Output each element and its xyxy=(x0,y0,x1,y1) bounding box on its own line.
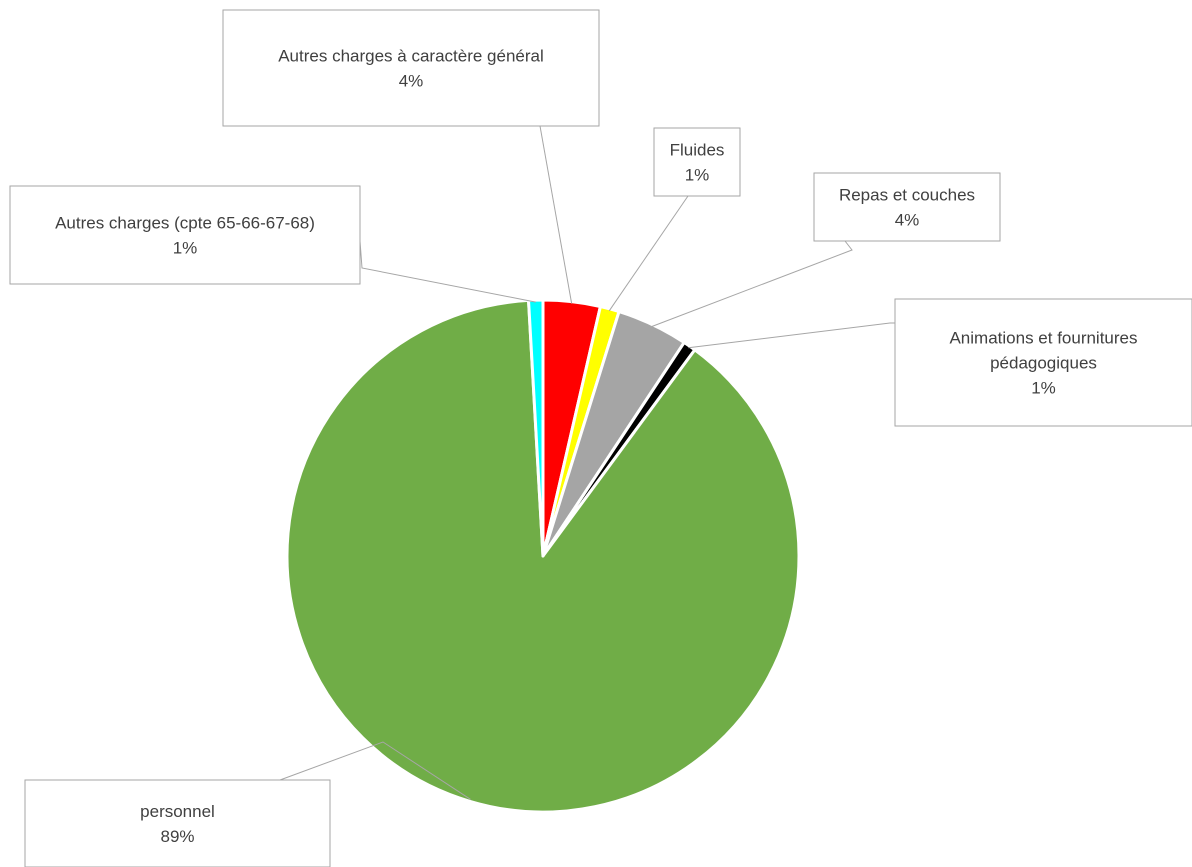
pie-slices xyxy=(285,298,801,814)
leader-line-repas-et-couches xyxy=(651,240,853,327)
leader-line-animations-et-fournitures-pedagogiques xyxy=(688,322,895,349)
data-label-name: Autres charges (cpte 65-66-67-68) xyxy=(55,214,315,233)
data-label-box xyxy=(653,127,741,197)
data-label-name: pédagogiques xyxy=(990,354,1097,373)
leader-line-autres-charges-a-caractere-general xyxy=(539,125,573,304)
data-label-name: Repas et couches xyxy=(839,186,975,205)
leader-lines xyxy=(279,125,895,800)
data-label-name: Fluides xyxy=(670,141,725,160)
leader-line-fluides xyxy=(608,195,689,312)
data-label-fluides: Fluides 1% xyxy=(653,127,741,197)
data-label-box xyxy=(894,298,1192,427)
data-label-percent: 89% xyxy=(160,827,194,846)
data-label-box xyxy=(24,779,331,867)
data-labels: Autres charges à caractère général 4% Flui… xyxy=(9,9,1192,867)
data-label-box xyxy=(222,9,600,127)
data-label-name: personnel xyxy=(140,802,215,821)
data-label-percent: 1% xyxy=(685,166,710,185)
data-label-autres-charges-a-caractere-general: Autres charges à caractère général 4% xyxy=(222,9,600,127)
leader-line-personnel xyxy=(279,741,471,800)
data-label-box xyxy=(813,172,1001,242)
data-label-personnel: personnel 89% xyxy=(24,779,331,867)
data-label-autres-charges-cpte-65-66-67-68: Autres charges (cpte 65-66-67-68) 1% xyxy=(9,185,361,285)
data-label-name: Animations et fournitures xyxy=(949,329,1137,348)
data-label-animations-et-fournitures-pedagogiques: Animations et fournitures pédagogiques 1% xyxy=(894,298,1192,427)
data-label-percent: 4% xyxy=(895,211,920,230)
leader-line-autres-charges-cpte-65-66-67-68 xyxy=(359,240,536,303)
data-label-percent: 1% xyxy=(1031,379,1056,398)
data-label-percent: 1% xyxy=(173,239,198,258)
data-label-box xyxy=(9,185,361,285)
data-label-repas-et-couches: Repas et couches 4% xyxy=(813,172,1001,242)
data-label-percent: 4% xyxy=(399,72,424,91)
data-label-name: Autres charges à caractère général xyxy=(278,47,544,66)
